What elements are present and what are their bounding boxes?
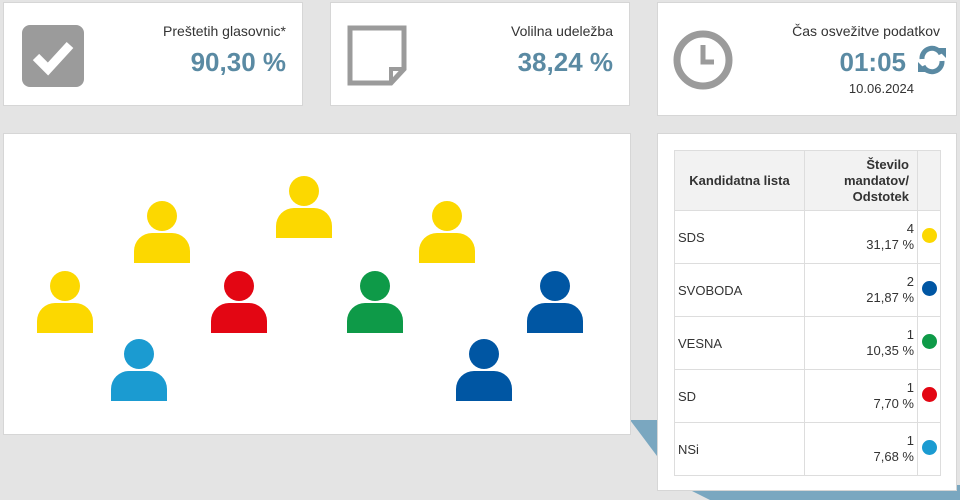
stat-value: 90,30 % [190, 47, 286, 77]
percent: 7,68 % [873, 449, 914, 464]
header-list: Kandidatna lista [674, 150, 805, 211]
refresh-date: 10.06.2024 [848, 81, 914, 96]
seat-count: 1 [906, 433, 914, 448]
stat-label: Volilna udeležba [511, 23, 613, 39]
color-dot [921, 334, 937, 349]
checkbox-icon [22, 25, 84, 87]
refresh-time: 01:05 [839, 47, 907, 77]
percent: 21,87 % [866, 290, 914, 305]
stat-label: Preštetih glasovnic* [163, 23, 286, 39]
stat-card-counted: Preštetih glasovnic* 90,30 % [3, 2, 303, 106]
seat-person-icon [111, 339, 167, 401]
table-row: SVOBODA 2 21,87 % [674, 263, 941, 317]
color-dot [921, 387, 937, 402]
seat-count: 1 [906, 327, 914, 342]
table-row: VESNA 1 10,35 % [674, 316, 941, 370]
seat-person-icon [527, 271, 583, 333]
table-row: NSi 1 7,68 % [674, 422, 941, 476]
results-table: Kandidatna lista Število mandatov/ Odsto… [674, 150, 941, 476]
list-name: SDS [674, 210, 805, 264]
percent: 7,70 % [873, 396, 914, 411]
seat-person-icon [276, 176, 332, 238]
stat-value: 38,24 % [517, 47, 613, 77]
percent: 31,17 % [866, 237, 914, 252]
seat-chart-panel [3, 133, 631, 435]
seat-person-icon [37, 271, 93, 333]
stat-card-turnout: Volilna udeležba 38,24 % [330, 2, 630, 106]
seat-person-icon [347, 271, 403, 333]
list-name: SD [674, 369, 805, 423]
refresh-icon[interactable] [916, 45, 948, 75]
table-row: SD 1 7,70 % [674, 369, 941, 423]
seat-person-icon [211, 271, 267, 333]
stat-card-refresh: Čas osvežitve podatkov 01:05 10.06.2024 [657, 2, 957, 116]
table-row: SDS 4 31,17 % [674, 210, 941, 264]
seat-count: 4 [906, 221, 914, 236]
seat-count: 2 [906, 274, 914, 289]
color-dot [921, 228, 937, 243]
header-seats: Število mandatov/ Odstotek [804, 150, 918, 211]
seat-person-icon [134, 201, 190, 263]
stat-label: Čas osvežitve podatkov [792, 23, 940, 39]
color-dot [921, 440, 937, 455]
clock-icon [673, 30, 733, 90]
header-color [917, 150, 941, 211]
list-name: VESNA [674, 316, 805, 370]
list-name: NSi [674, 422, 805, 476]
percent: 10,35 % [866, 343, 914, 358]
color-dot [921, 281, 937, 296]
seat-person-icon [419, 201, 475, 263]
seat-count: 1 [906, 380, 914, 395]
document-icon [347, 25, 407, 86]
list-name: SVOBODA [674, 263, 805, 317]
seat-person-icon [456, 339, 512, 401]
